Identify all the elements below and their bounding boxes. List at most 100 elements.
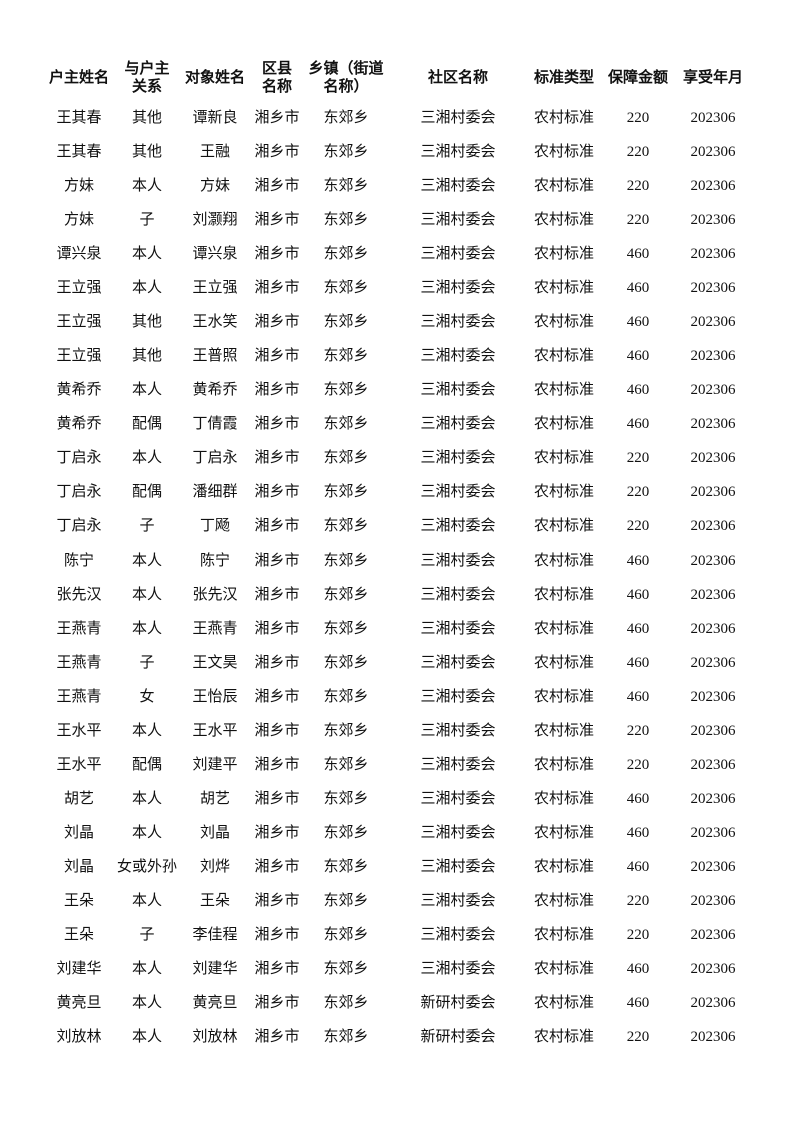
table-cell: 460	[626, 824, 650, 841]
table-cell: 黄希乔	[192, 382, 238, 399]
table-cell: 三湘村委会	[420, 416, 496, 433]
table-cell: 220	[626, 756, 650, 773]
table-cell: 农村标准	[533, 756, 594, 773]
table-cell: 女	[139, 688, 155, 705]
table-cell: 湘乡市	[254, 178, 300, 195]
table-cell: 张先汉	[56, 586, 102, 603]
table-cell: 三湘村委会	[420, 654, 496, 671]
table-cell: 王朵	[63, 926, 94, 943]
table-cell: 湘乡市	[254, 756, 300, 773]
table-cell: 三湘村委会	[420, 314, 496, 331]
table-cell: 202306	[690, 824, 736, 841]
table-cell: 王立强	[56, 348, 102, 365]
table-cell: 湘乡市	[254, 450, 300, 467]
table-cell: 东郊乡	[323, 790, 369, 807]
table-cell: 湘乡市	[254, 1029, 300, 1046]
table-cell: 王文昊	[192, 654, 238, 671]
table-cell: 刘晶	[199, 824, 230, 841]
table-cell: 东郊乡	[323, 212, 369, 229]
table-cell: 202306	[690, 314, 736, 331]
table-cell: 胡艺	[63, 790, 94, 807]
table-cell: 三湘村委会	[420, 144, 496, 161]
table-cell: 黄希乔	[56, 382, 102, 399]
table-cell: 刘放林	[192, 1029, 238, 1046]
table-cell: 460	[626, 416, 650, 433]
table-cell: 丁倩霞	[192, 416, 238, 433]
table-cell: 202306	[690, 382, 736, 399]
header-cell: 户主姓名	[41, 68, 117, 86]
table-cell: 三湘村委会	[420, 212, 496, 229]
table-cell: 东郊乡	[323, 144, 369, 161]
table-cell: 湘乡市	[254, 586, 300, 603]
table-cell: 王朵	[63, 892, 94, 909]
table-cell: 202306	[690, 178, 736, 195]
table-cell: 刘建华	[56, 961, 102, 977]
table-cell: 202306	[690, 246, 736, 263]
table-cell: 农村标准	[533, 824, 594, 841]
table-cell: 农村标准	[533, 552, 594, 569]
table-cell: 湘乡市	[254, 688, 300, 705]
table-cell: 220	[626, 212, 650, 229]
table-cell: 胡艺	[199, 790, 230, 807]
table-cell: 农村标准	[533, 212, 594, 229]
table-cell: 农村标准	[533, 110, 594, 126]
table-cell: 220	[626, 450, 650, 467]
table-cell: 460	[626, 348, 650, 365]
table-cell: 湘乡市	[254, 995, 300, 1012]
table-cell: 220	[626, 110, 650, 126]
table-cell: 湘乡市	[254, 348, 300, 365]
table-cell: 本人	[131, 586, 162, 603]
table-cell: 农村标准	[533, 892, 594, 909]
table-cell: 湘乡市	[254, 144, 300, 161]
table-cell: 202306	[690, 620, 736, 637]
table-cell: 460	[626, 961, 650, 977]
table-cell: 460	[626, 246, 650, 263]
table-cell: 460	[626, 858, 650, 875]
table-cell: 新研村委会	[420, 995, 496, 1012]
table-cell: 湘乡市	[254, 518, 300, 535]
table-cell: 三湘村委会	[420, 790, 496, 807]
table-cell: 农村标准	[533, 416, 594, 433]
table-cell: 潘细群	[192, 484, 238, 501]
table-cell: 丁启永	[56, 518, 102, 535]
table-cell: 本人	[131, 961, 162, 977]
table-cell: 子	[139, 654, 155, 671]
table-cell: 王燕青	[192, 620, 238, 637]
table-cell: 460	[626, 280, 650, 297]
table-cell: 三湘村委会	[420, 552, 496, 569]
table-cell: 202306	[690, 280, 736, 297]
table-cell: 202306	[690, 722, 736, 739]
table-cell: 东郊乡	[323, 518, 369, 535]
table-cell: 三湘村委会	[420, 178, 496, 195]
table-cell: 孙子女或外孙子女	[117, 858, 177, 875]
table-cell: 东郊乡	[323, 961, 369, 977]
table-cell: 202306	[690, 212, 736, 229]
table-cell: 三湘村委会	[420, 892, 496, 909]
table-cell: 丁飏	[199, 518, 230, 535]
table-cell: 东郊乡	[323, 892, 369, 909]
header-text: 户主姓名	[48, 68, 109, 86]
table-cell: 220	[626, 722, 650, 739]
table-cell: 农村标准	[533, 620, 594, 637]
table-cell: 农村标准	[533, 790, 594, 807]
table-cell: 三湘村委会	[420, 246, 496, 263]
table-cell: 农村标准	[533, 382, 594, 399]
table-cell: 湘乡市	[254, 858, 300, 875]
table-cell: 三湘村委会	[420, 620, 496, 637]
table-cell: 三湘村委会	[420, 382, 496, 399]
table-cell: 三湘村委会	[420, 450, 496, 467]
table-cell: 东郊乡	[323, 246, 369, 263]
table-cell: 湘乡市	[254, 382, 300, 399]
table-cell: 三湘村委会	[420, 518, 496, 535]
table-cell: 湘乡市	[254, 926, 300, 943]
table-cell: 农村标准	[533, 654, 594, 671]
table-cell: 其他	[131, 314, 162, 331]
table-cell: 本人	[131, 246, 162, 263]
table-cell: 谭新良	[192, 110, 238, 126]
table-cell: 202306	[690, 926, 736, 943]
table-cell: 东郊乡	[323, 382, 369, 399]
table-cell: 农村标准	[533, 1029, 594, 1046]
header-text: 享受年月	[682, 68, 743, 86]
table-cell: 农村标准	[533, 722, 594, 739]
header-text: 乡镇（街道	[308, 59, 384, 77]
